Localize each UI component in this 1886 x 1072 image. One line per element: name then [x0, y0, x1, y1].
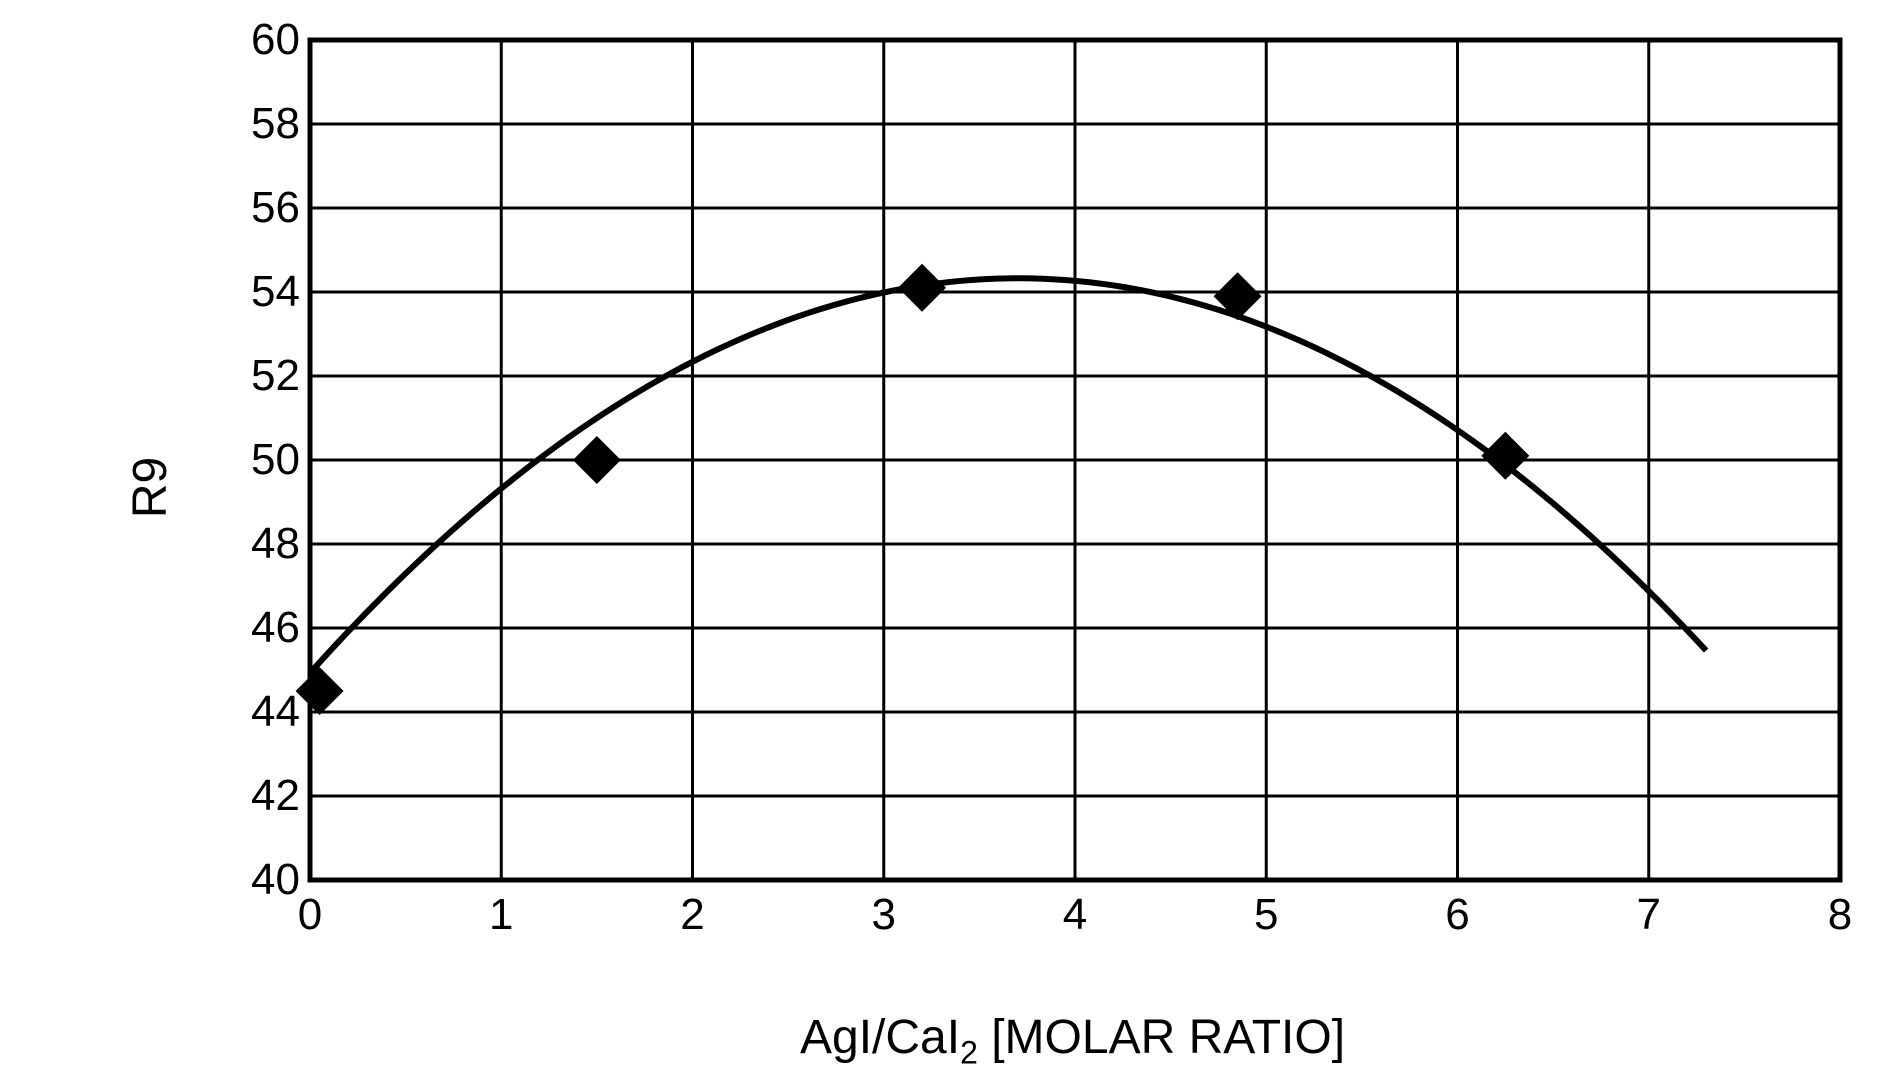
x-tick-label: 2	[680, 890, 704, 940]
x-tick-label: 4	[1063, 890, 1087, 940]
y-axis-label: R9	[123, 457, 178, 518]
y-tick-label: 52	[251, 351, 300, 401]
data-points-group	[296, 264, 1530, 715]
y-tick-label: 50	[251, 435, 300, 485]
data-point	[1481, 432, 1529, 480]
x-axis-label-sub: 2	[960, 1035, 978, 1071]
y-tick-label: 46	[251, 603, 300, 653]
x-axis-label-pre: AgI/CaI	[800, 1011, 960, 1064]
x-tick-label: 1	[489, 890, 513, 940]
x-tick-label: 5	[1254, 890, 1278, 940]
x-tick-label: 0	[298, 890, 322, 940]
x-tick-label: 6	[1445, 890, 1469, 940]
x-tick-label: 8	[1828, 890, 1852, 940]
y-tick-label: 56	[251, 183, 300, 233]
y-tick-label: 42	[251, 771, 300, 821]
x-axis-label-post: [MOLAR RATIO]	[978, 1011, 1345, 1064]
data-point	[573, 436, 621, 484]
x-axis-label: AgI/CaI2 [MOLAR RATIO]	[800, 1010, 1345, 1072]
y-tick-label: 44	[251, 687, 300, 737]
x-tick-label: 3	[872, 890, 896, 940]
y-tick-label: 58	[251, 99, 300, 149]
curve-group	[310, 278, 1706, 673]
y-tick-label: 40	[251, 855, 300, 905]
y-tick-label: 60	[251, 15, 300, 65]
x-tick-label: 7	[1637, 890, 1661, 940]
plot-svg	[310, 40, 1840, 880]
data-point	[898, 264, 946, 312]
fit-curve	[310, 278, 1706, 673]
data-point	[296, 667, 344, 715]
y-tick-label: 48	[251, 519, 300, 569]
y-tick-label: 54	[251, 267, 300, 317]
chart-container: R9 AgI/CaI2 [MOLAR RATIO] 40424446485052…	[80, 20, 1860, 1040]
